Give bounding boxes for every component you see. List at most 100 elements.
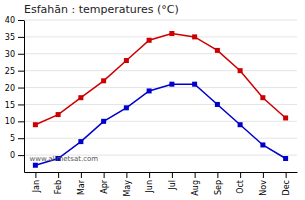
marker bbox=[238, 122, 243, 127]
marker bbox=[101, 119, 106, 124]
tick: Jan bbox=[32, 172, 41, 193]
tick-label: 25 bbox=[5, 67, 15, 76]
tick-mark bbox=[18, 20, 24, 21]
tick-mark bbox=[172, 172, 173, 178]
axis-line bbox=[24, 21, 25, 173]
marker bbox=[147, 38, 152, 43]
tick: Mar bbox=[77, 172, 86, 195]
tick-mark bbox=[58, 172, 59, 178]
marker bbox=[33, 122, 38, 127]
tick: Jun bbox=[145, 172, 154, 194]
tick-label: Aug bbox=[191, 180, 200, 196]
tick-mark bbox=[18, 121, 24, 122]
annotation: www.allmetsat.com bbox=[29, 155, 98, 163]
tick-mark bbox=[126, 172, 127, 178]
tick: 40 bbox=[5, 16, 24, 25]
tick-mark bbox=[195, 172, 196, 178]
marker bbox=[169, 31, 174, 36]
marker bbox=[238, 68, 243, 73]
tick: 35 bbox=[5, 33, 24, 42]
series-line bbox=[35, 84, 285, 165]
tick-label: Sep bbox=[214, 180, 223, 195]
tick-label: 40 bbox=[5, 16, 15, 25]
tick-label: Jun bbox=[145, 180, 154, 194]
marker bbox=[283, 156, 288, 161]
marker bbox=[215, 102, 220, 107]
marker bbox=[78, 139, 83, 144]
tick-label: Apr bbox=[100, 179, 109, 194]
marker bbox=[283, 115, 288, 120]
tick-label: 0 bbox=[10, 151, 15, 160]
marker bbox=[124, 58, 129, 63]
x-axis: Jan Feb Mar Apr May Jun Jul Aug Sep Oct Nov Dec bbox=[25, 172, 298, 197]
tick: Apr bbox=[100, 172, 109, 194]
tick-label: Jul bbox=[168, 180, 177, 191]
grid-line bbox=[24, 121, 297, 122]
tick-mark bbox=[35, 172, 36, 178]
y-axis: 0 5 10 15 20 25 30 35 40 bbox=[5, 16, 25, 172]
marker bbox=[215, 48, 220, 53]
tick-mark bbox=[18, 54, 24, 55]
tick: Dec bbox=[282, 172, 291, 195]
tick: 25 bbox=[5, 67, 24, 76]
tick: 30 bbox=[5, 50, 24, 59]
grid-line bbox=[24, 20, 297, 21]
tick-mark bbox=[240, 172, 241, 178]
tick-label: Jan bbox=[32, 180, 41, 193]
marker bbox=[101, 78, 106, 83]
tick-label: Feb bbox=[54, 180, 63, 194]
series-line bbox=[35, 34, 285, 125]
marker bbox=[124, 105, 129, 110]
grid-line bbox=[24, 53, 297, 54]
tick-mark bbox=[81, 172, 82, 178]
marker bbox=[260, 142, 265, 147]
tick: 15 bbox=[5, 101, 24, 110]
marker bbox=[260, 95, 265, 100]
grid-line bbox=[24, 70, 297, 71]
tick: 10 bbox=[5, 117, 24, 126]
tick-label: 5 bbox=[10, 134, 15, 143]
tick: May bbox=[123, 172, 132, 197]
tick-mark bbox=[18, 138, 24, 139]
tick-label: 35 bbox=[5, 33, 15, 42]
tick-label: Oct bbox=[236, 180, 245, 194]
tick-mark bbox=[18, 37, 24, 38]
marker bbox=[192, 82, 197, 87]
tick: Jul bbox=[168, 172, 177, 191]
tick: 0 bbox=[10, 151, 24, 160]
tick-label: 20 bbox=[5, 84, 15, 93]
markers bbox=[33, 31, 288, 127]
tick: Feb bbox=[54, 172, 63, 194]
tick: Aug bbox=[191, 172, 200, 196]
tick-mark bbox=[18, 88, 24, 89]
tick-mark bbox=[149, 172, 150, 178]
chart: 0 5 10 15 20 25 30 35 40 Jan Feb Mar Apr May Jun Jul Aug… bbox=[0, 0, 305, 200]
tick-mark bbox=[18, 104, 24, 105]
marker bbox=[78, 95, 83, 100]
marker bbox=[147, 88, 152, 93]
plot-area bbox=[33, 31, 288, 168]
tick: 5 bbox=[10, 134, 24, 143]
tick-mark bbox=[18, 71, 24, 72]
tick: Nov bbox=[259, 172, 268, 196]
tick-mark bbox=[217, 172, 218, 178]
tick-mark bbox=[18, 155, 24, 156]
tick-mark bbox=[104, 172, 105, 178]
tick-label: Dec bbox=[282, 180, 291, 195]
tick: Sep bbox=[214, 172, 223, 195]
tick-label: 30 bbox=[5, 50, 15, 59]
axis-line bbox=[25, 172, 298, 173]
tick-label: Nov bbox=[259, 180, 268, 196]
tick: Oct bbox=[236, 172, 245, 194]
tick-label: 10 bbox=[5, 117, 15, 126]
tick-label: Mar bbox=[77, 179, 86, 195]
marker bbox=[169, 82, 174, 87]
tick-label: May bbox=[123, 180, 132, 197]
marker bbox=[56, 112, 61, 117]
marker bbox=[192, 34, 197, 39]
tick: 20 bbox=[5, 84, 24, 93]
title: Esfahān : temperatures (°C) bbox=[24, 3, 179, 16]
tick-label: 15 bbox=[5, 101, 15, 110]
tick-mark bbox=[263, 172, 264, 178]
marker bbox=[33, 163, 38, 168]
